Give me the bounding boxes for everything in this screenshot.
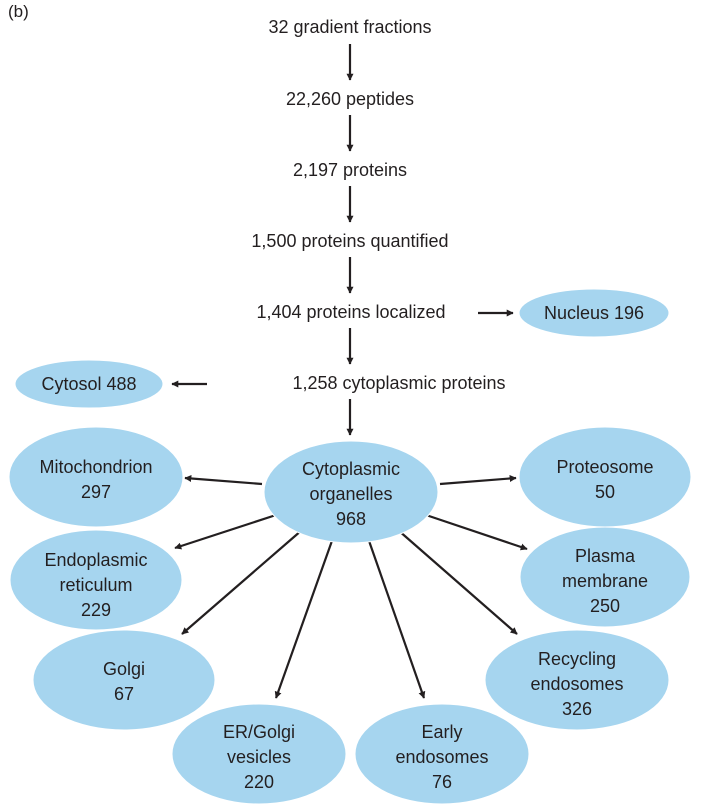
node-mitochondrion: Mitochondrion 297 (8, 426, 184, 528)
nucleus-label: Nucleus 196 (544, 303, 644, 323)
er-golgi-vesicles-line-2: vesicles (227, 747, 291, 767)
plasma-membrane-line-1: Plasma (575, 546, 636, 566)
node-proteosome: Proteosome 50 (518, 426, 692, 528)
er-line-2: reticulum (59, 575, 132, 595)
node-golgi: Golgi 67 (32, 629, 216, 731)
arrow-to-plasma-membrane (425, 513, 528, 551)
plasma-membrane-line-3: 250 (590, 596, 620, 616)
er-line-1: Endoplasmic (44, 550, 147, 570)
golgi-line-2: 67 (114, 684, 134, 704)
node-nucleus: Nucleus 196 (518, 288, 670, 338)
step-proteins-localized: 1,404 proteins localized (256, 302, 445, 322)
node-recycling-endosomes: Recycling endosomes 326 (484, 629, 670, 731)
arrow-to-early-endosomes (366, 537, 426, 699)
recycling-endosomes-line-1: Recycling (538, 649, 616, 669)
proteosome-line-1: Proteosome (556, 457, 653, 477)
arrow-to-golgi (181, 529, 303, 635)
node-endoplasmic-reticulum: Endoplasmic reticulum 229 (9, 529, 183, 631)
hub-line-1: Cytoplasmic (302, 459, 400, 479)
node-cytoplasmic-organelles: Cytoplasmic organelles 968 (263, 440, 439, 544)
step-proteins: 2,197 proteins (293, 160, 407, 180)
node-early-endosomes: Early endosomes 76 (354, 703, 530, 805)
hub-line-3: 968 (336, 509, 366, 529)
node-cytosol: Cytosol 488 (14, 359, 164, 409)
arrow-to-mitochondrion (184, 475, 263, 486)
er-golgi-vesicles-line-1: ER/Golgi (223, 722, 295, 742)
arrow-to-er (174, 513, 277, 550)
panel-label: (b) (8, 2, 29, 21)
step-cytoplasmic-proteins: 1,258 cytoplasmic proteins (292, 373, 505, 393)
step-proteins-quantified: 1,500 proteins quantified (251, 231, 448, 251)
arrow-to-proteosome (439, 475, 517, 486)
early-endosomes-line-2: endosomes (395, 747, 488, 767)
cytosol-label: Cytosol 488 (41, 374, 136, 394)
step-gradient-fractions: 32 gradient fractions (268, 17, 431, 37)
er-line-3: 229 (81, 600, 111, 620)
golgi-line-1: Golgi (103, 659, 145, 679)
recycling-endosomes-line-3: 326 (562, 699, 592, 719)
mitochondrion-line-1: Mitochondrion (39, 457, 152, 477)
arrow-to-recycling-endosomes (397, 529, 518, 635)
proteosome-line-2: 50 (595, 482, 615, 502)
mitochondrion-line-2: 297 (81, 482, 111, 502)
er-golgi-vesicles-line-3: 220 (244, 772, 274, 792)
plasma-membrane-line-2: membrane (562, 571, 648, 591)
recycling-endosomes-line-2: endosomes (530, 674, 623, 694)
arrow-to-er-golgi-vesicles (274, 537, 335, 699)
step-peptides: 22,260 peptides (286, 89, 414, 109)
early-endosomes-line-3: 76 (432, 772, 452, 792)
early-endosomes-line-1: Early (421, 722, 462, 742)
hub-line-2: organelles (309, 484, 392, 504)
node-plasma-membrane: Plasma membrane 250 (519, 526, 691, 628)
node-er-golgi-vesicles: ER/Golgi vesicles 220 (171, 703, 347, 805)
